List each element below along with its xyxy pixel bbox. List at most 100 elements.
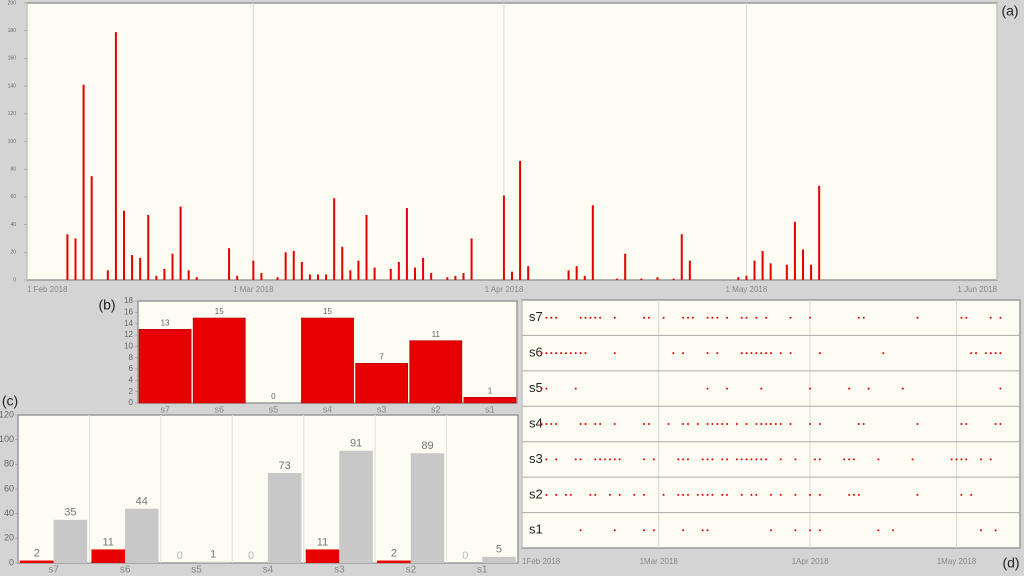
bar bbox=[179, 206, 182, 280]
bar bbox=[583, 275, 586, 280]
value-label: 11 bbox=[317, 536, 328, 548]
y-tick-label: 100 bbox=[8, 139, 17, 145]
bar bbox=[187, 270, 190, 280]
event-dot bbox=[579, 316, 582, 319]
event-dot bbox=[779, 423, 782, 425]
value-label: 1 bbox=[210, 549, 216, 561]
event-dot bbox=[994, 529, 997, 532]
event-dot bbox=[857, 493, 860, 496]
bar bbox=[125, 508, 159, 563]
event-dot bbox=[789, 316, 792, 319]
event-dot bbox=[853, 458, 855, 461]
event-dot bbox=[745, 458, 748, 461]
event-dot bbox=[550, 352, 553, 355]
bar bbox=[147, 214, 150, 280]
event-dot bbox=[745, 352, 748, 355]
event-dot bbox=[584, 352, 587, 355]
y-tick-label: 160 bbox=[8, 56, 17, 62]
value-label: 15 bbox=[323, 307, 332, 316]
bar bbox=[818, 185, 821, 280]
bar bbox=[357, 260, 360, 280]
event-dot bbox=[647, 423, 650, 425]
y-tick-label: 18 bbox=[124, 296, 133, 305]
event-dot bbox=[779, 352, 782, 355]
event-dot bbox=[726, 458, 729, 461]
value-label: 73 bbox=[279, 460, 291, 472]
event-dot bbox=[760, 352, 763, 355]
event-dot bbox=[809, 493, 812, 496]
event-dot bbox=[618, 493, 621, 496]
bar bbox=[91, 549, 125, 563]
bar bbox=[640, 278, 643, 280]
event-dot bbox=[652, 458, 655, 461]
event-dot bbox=[555, 423, 558, 425]
bar bbox=[82, 84, 85, 280]
bar bbox=[414, 267, 416, 280]
x-tick-label: 1 May 2018 bbox=[726, 285, 768, 294]
event-dot bbox=[877, 458, 880, 461]
event-dot bbox=[750, 458, 753, 461]
bar bbox=[405, 207, 408, 280]
event-dot bbox=[975, 352, 978, 355]
event-dot bbox=[564, 352, 567, 355]
event-dot bbox=[721, 423, 724, 425]
event-dot bbox=[755, 493, 758, 496]
event-dot bbox=[545, 423, 548, 425]
bar bbox=[90, 176, 93, 280]
event-dot bbox=[809, 316, 812, 319]
event-dot bbox=[589, 316, 592, 319]
bar bbox=[196, 561, 230, 563]
event-dot bbox=[687, 493, 689, 496]
x-tick-label: s4 bbox=[263, 565, 274, 576]
bar bbox=[410, 453, 445, 563]
event-dot bbox=[574, 458, 577, 461]
event-dot bbox=[779, 458, 782, 461]
event-dot bbox=[608, 458, 611, 461]
event-dot bbox=[667, 423, 670, 425]
bar bbox=[308, 274, 311, 280]
value-label: 0 bbox=[462, 550, 468, 562]
value-label: 2 bbox=[391, 547, 397, 559]
bar bbox=[20, 560, 54, 563]
bar bbox=[409, 340, 463, 404]
event-dot bbox=[540, 352, 543, 355]
event-dot bbox=[848, 493, 851, 496]
event-dot bbox=[555, 493, 558, 496]
row-label: s5 bbox=[529, 380, 543, 395]
event-dot bbox=[726, 316, 729, 319]
bar bbox=[422, 257, 425, 280]
x-tick-label: s1 bbox=[485, 404, 495, 414]
event-dot bbox=[550, 423, 553, 425]
event-dot bbox=[755, 352, 758, 355]
event-dot bbox=[555, 458, 558, 461]
x-tick-label: s7 bbox=[160, 404, 170, 414]
event-dot bbox=[594, 423, 597, 425]
event-dot bbox=[540, 423, 543, 425]
event-dot bbox=[706, 316, 709, 319]
event-dot bbox=[755, 423, 758, 425]
y-tick-label: 60 bbox=[4, 483, 14, 493]
event-dot bbox=[950, 458, 953, 461]
event-dot bbox=[550, 316, 553, 319]
event-dot bbox=[599, 458, 602, 461]
bar bbox=[753, 260, 756, 280]
value-label: 1 bbox=[488, 386, 493, 395]
y-tick-label: 140 bbox=[8, 83, 17, 89]
event-dot bbox=[613, 529, 616, 532]
bar bbox=[131, 255, 134, 280]
event-dot bbox=[770, 529, 772, 532]
bar bbox=[680, 234, 683, 280]
bar bbox=[527, 266, 530, 280]
bar bbox=[672, 278, 675, 280]
panel-label: (b) bbox=[98, 297, 115, 313]
value-label: 11 bbox=[103, 536, 114, 548]
event-dot bbox=[843, 458, 846, 461]
event-dot bbox=[569, 493, 572, 496]
event-dot bbox=[701, 458, 704, 461]
y-tick-label: 120 bbox=[0, 409, 14, 419]
event-dot bbox=[706, 493, 709, 496]
event-dot bbox=[711, 423, 714, 425]
event-dot bbox=[662, 316, 665, 319]
event-dot bbox=[696, 493, 699, 496]
bar bbox=[260, 273, 263, 280]
